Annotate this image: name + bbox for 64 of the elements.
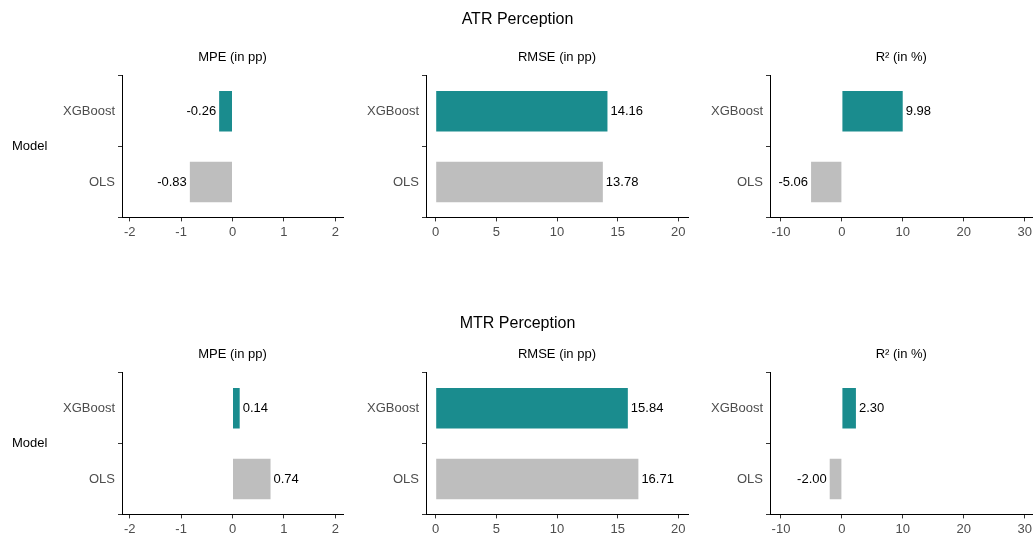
y-tick-label: XGBoost (62, 102, 116, 118)
x-tick-label: 10 (895, 520, 911, 536)
x-tick-label: -10 (771, 223, 791, 239)
chart-subtitle: RMSE (in pp) (517, 49, 597, 64)
y-tick-label: OLS (736, 470, 764, 486)
x-tick-label: -2 (123, 223, 136, 239)
data-label: 9.98 (905, 102, 932, 118)
x-tick-label: -2 (123, 520, 136, 536)
y-tick-label: XGBoost (710, 102, 764, 118)
data-label: -0.83 (157, 173, 187, 189)
chart-subtitle: R² (in %) (875, 49, 927, 64)
y-axis-title: Model (12, 138, 48, 154)
x-tick-label: 15 (610, 223, 625, 239)
chart-subtitle: RMSE (in pp) (517, 346, 597, 361)
data-label: 13.78 (605, 173, 639, 189)
data-label: 16.71 (641, 470, 674, 486)
chart-title: MTR Perception (458, 314, 577, 332)
y-tick-label: OLS (88, 173, 116, 189)
x-tick-label: 30 (1017, 520, 1032, 536)
x-tick-label: 0 (432, 520, 440, 536)
y-tick-label: OLS (88, 470, 116, 486)
x-tick-label: 0 (838, 520, 846, 536)
chart-subtitle: R² (in %) (875, 346, 927, 361)
y-tick-label: OLS (392, 173, 420, 189)
x-tick-label: 5 (492, 223, 500, 239)
y-tick-label: XGBoost (366, 399, 420, 415)
x-tick-label: 10 (549, 520, 565, 536)
x-tick-label: 20 (956, 520, 972, 536)
data-label: -0.26 (186, 102, 217, 118)
x-tick-label: 1 (280, 223, 288, 239)
x-tick-label: 0 (838, 223, 846, 239)
data-label: 14.16 (610, 102, 644, 118)
y-tick-label: XGBoost (710, 399, 764, 415)
chart-subtitle: MPE (in pp) (198, 346, 267, 361)
x-tick-label: 0 (228, 223, 237, 239)
y-tick-label: OLS (736, 173, 764, 189)
y-tick-label: XGBoost (366, 102, 420, 118)
x-tick-label: 2 (331, 223, 339, 239)
x-tick-label: 15 (610, 520, 625, 536)
data-label: -5.06 (778, 173, 809, 189)
x-tick-label: 20 (671, 520, 686, 536)
x-tick-label: 2 (331, 520, 339, 536)
data-label: 15.84 (630, 399, 664, 415)
data-label: -2.00 (797, 470, 827, 486)
chart-subtitle: MPE (in pp) (198, 49, 267, 64)
x-tick-label: 20 (671, 223, 686, 239)
x-tick-label: -1 (175, 520, 187, 536)
y-axis-title: Model (12, 435, 48, 451)
chart-title: ATR Perception (460, 10, 575, 28)
x-tick-label: 0 (432, 223, 440, 239)
x-tick-label: 5 (492, 520, 500, 536)
y-tick-label: XGBoost (62, 399, 116, 415)
y-tick-label: OLS (392, 470, 420, 486)
x-tick-label: 20 (956, 223, 972, 239)
x-tick-label: -1 (175, 223, 187, 239)
x-tick-label: 10 (549, 223, 565, 239)
data-label: 0.74 (273, 470, 299, 486)
x-tick-label: -10 (771, 520, 791, 536)
x-tick-label: 0 (228, 520, 237, 536)
x-tick-label: 30 (1017, 223, 1032, 239)
x-tick-label: 1 (280, 520, 288, 536)
x-tick-label: 10 (895, 223, 911, 239)
data-label: 0.14 (242, 399, 269, 415)
data-label: 2.30 (858, 399, 885, 415)
